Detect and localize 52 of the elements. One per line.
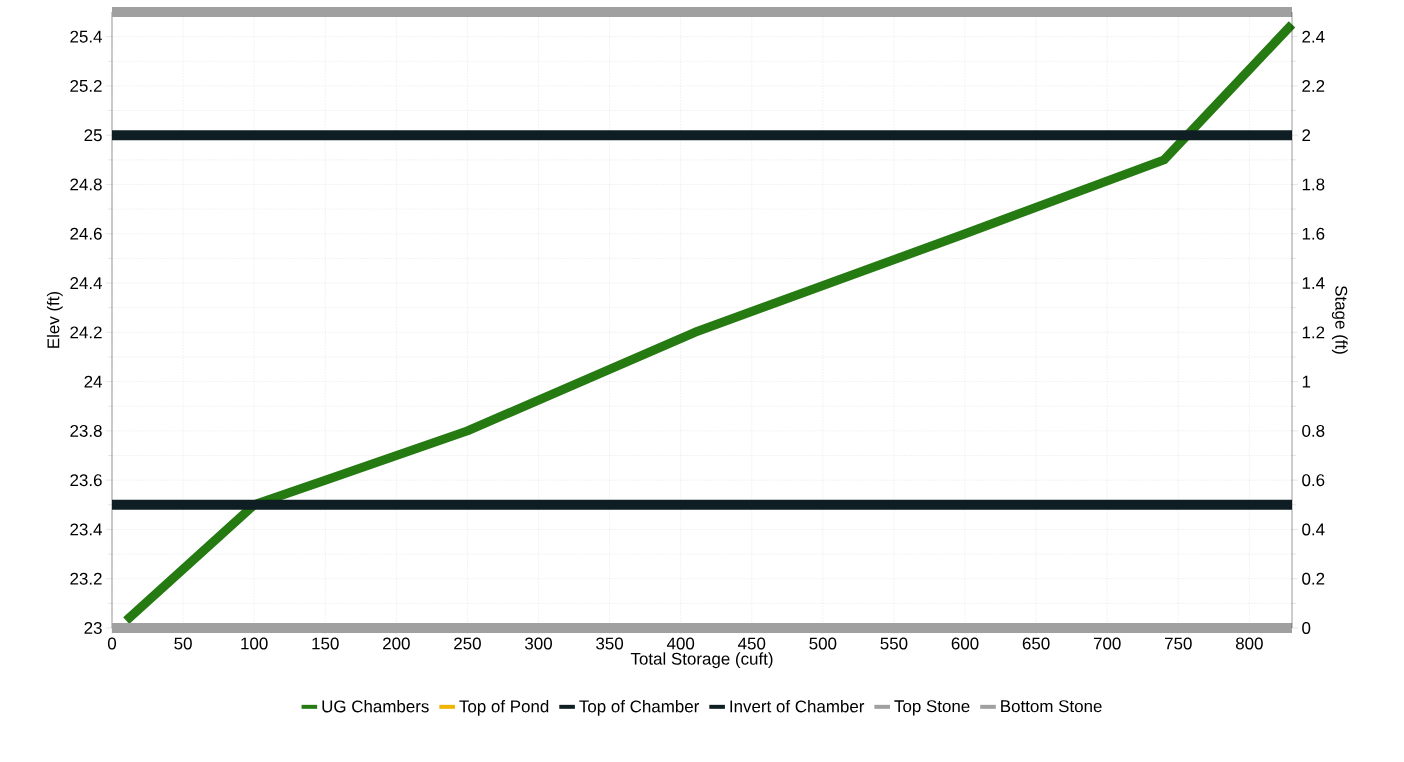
x-tick-label: 750 (1165, 637, 1192, 650)
x-tick-label: 100 (241, 637, 268, 650)
y-tick-label: 24.4 (70, 277, 102, 289)
y2-tick-label: 1.4 (1302, 277, 1325, 289)
x-tick-label: 600 (951, 637, 979, 650)
y2-tick-label: 2.4 (1302, 30, 1325, 43)
y2-tick-label: 0 (1302, 622, 1311, 634)
legend-label: UG Chambers (322, 699, 429, 713)
x-axis-title: Total Storage (cuft) (630, 652, 773, 669)
y2-tick-label: 2 (1302, 129, 1311, 142)
y-tick-label: 24.6 (70, 227, 102, 240)
x-tick-label: 800 (1235, 637, 1263, 650)
legend-label: Top of Pond (459, 699, 549, 716)
x-tick-label: 200 (383, 637, 410, 650)
legend-label: Top of Chamber (579, 699, 700, 716)
x-tick-label: 550 (880, 637, 908, 650)
y2-axis-title: Stage (ft) (1331, 285, 1348, 354)
y-tick-label: 23 (84, 622, 102, 634)
x-tick-label: 250 (454, 637, 481, 650)
legend-label: Top Stone (894, 700, 970, 716)
y-tick-label: 25 (84, 129, 102, 142)
y2-tick-label: 1 (1302, 375, 1311, 388)
x-tick-label: 0 (107, 637, 117, 650)
y2-tick-label: 1.6 (1302, 227, 1325, 240)
y-axis-title: Elev (ft) (46, 291, 63, 348)
y-tick-label: 24.8 (70, 178, 102, 191)
y-tick-label: 24 (84, 375, 102, 388)
x-tick-label: 150 (312, 637, 339, 650)
y2-tick-label: 0.2 (1302, 572, 1325, 585)
y2-tick-label: 0.8 (1302, 424, 1325, 437)
y2-tick-label: 1.2 (1302, 326, 1325, 339)
y-tick-label: 23.8 (70, 424, 102, 437)
x-tick-label: 400 (666, 637, 695, 650)
y2-tick-label: 0.6 (1302, 474, 1325, 487)
y2-tick-label: 0.4 (1302, 523, 1325, 536)
legend-label: Invert of Chamber (730, 699, 865, 713)
legend-label: Bottom Stone (1001, 700, 1102, 713)
x-tick-label: 650 (1022, 637, 1050, 650)
x-tick-label: 500 (809, 637, 837, 650)
y2-tick-label: 2.2 (1302, 80, 1325, 92)
x-tick-label: 350 (596, 637, 624, 650)
y-tick-label: 24.2 (70, 326, 102, 339)
x-tick-label: 450 (738, 637, 766, 650)
y-tick-label: 25.2 (70, 79, 102, 92)
y2-tick-label: 1.8 (1302, 178, 1325, 191)
y-tick-label: 25.4 (70, 30, 102, 43)
x-tick-label: 300 (525, 637, 552, 650)
y-tick-label: 23.4 (70, 523, 102, 536)
x-tick-label: 50 (174, 637, 192, 650)
y-tick-label: 23.2 (70, 572, 102, 585)
y-tick-label: 23.6 (70, 474, 102, 487)
x-tick-label: 700 (1093, 637, 1121, 650)
